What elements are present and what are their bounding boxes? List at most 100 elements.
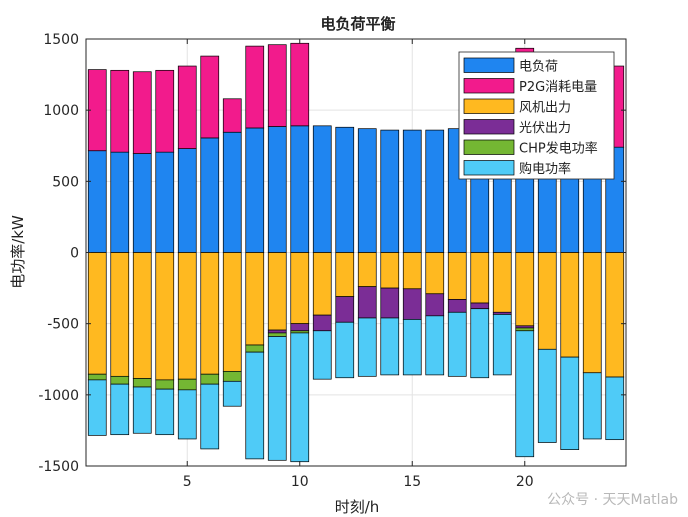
bar-segment [380, 129, 400, 253]
bar-segment [380, 287, 400, 319]
x-axis-label: 时刻/h [335, 498, 380, 516]
bar-segment [87, 379, 107, 436]
legend-label: P2G消耗电量 [519, 80, 597, 95]
bar-segment [357, 286, 377, 319]
bar-segment [470, 308, 490, 379]
bar-segment [200, 373, 220, 385]
y-tick-label: -1500 [38, 459, 79, 475]
y-tick-label: -500 [47, 317, 79, 333]
bar-segment [312, 330, 332, 380]
bar-segment [200, 55, 220, 139]
bar-segment [222, 380, 242, 407]
bar-segment [155, 252, 175, 381]
bar-segment [222, 98, 242, 133]
bar-segment [380, 252, 400, 289]
bar-segment [87, 252, 107, 375]
bar-segment [312, 125, 332, 253]
bar-segment [177, 148, 197, 253]
bar-segment [312, 252, 332, 316]
bar-segment [537, 348, 557, 443]
legend-label: 电负荷 [519, 60, 558, 75]
bar-segment [335, 126, 355, 253]
bar-segment [155, 151, 175, 253]
bar-segment [177, 252, 197, 380]
bar-segment [425, 293, 445, 317]
bar-segment [290, 125, 310, 253]
bar-segment [425, 129, 445, 253]
y-tick-label: 1500 [43, 32, 79, 48]
bar-segment [267, 252, 287, 331]
bar-segment [605, 376, 625, 441]
bar-segment [582, 372, 602, 440]
bar-segment [132, 252, 152, 379]
bar-segment [177, 65, 197, 149]
bar-segment [447, 311, 467, 377]
bar-segment [132, 153, 152, 253]
bar-segment [290, 323, 310, 332]
bar-segment [267, 126, 287, 253]
legend-label: 光伏出力 [519, 121, 571, 136]
bar-segment [267, 329, 287, 334]
legend-swatch [463, 57, 515, 73]
bar-segment [110, 383, 130, 436]
bar-segment [335, 296, 355, 323]
y-axis-label: 电功率/kW [9, 215, 27, 289]
bar-segment [155, 388, 175, 436]
bar-segment [132, 378, 152, 388]
watermark: 公众号 · 天天Matlab [547, 492, 678, 508]
x-tick-label: 15 [403, 474, 421, 490]
bar-segment [222, 252, 242, 372]
bar-segment [245, 351, 265, 460]
bar-segment [537, 252, 557, 350]
bar-segment [312, 314, 332, 332]
bar-segment [402, 252, 422, 290]
bar-segment [425, 315, 445, 376]
bar-segment [402, 129, 422, 253]
y-tick-label: 0 [70, 246, 79, 262]
bar-segment [402, 319, 422, 376]
bar-segment [560, 252, 580, 358]
bar-segment [267, 332, 287, 337]
bar-segment [290, 42, 310, 127]
bar-segment [335, 252, 355, 297]
bar-segment [267, 44, 287, 127]
chart-title: 电负荷平衡 [320, 15, 395, 33]
bar-segment [560, 356, 580, 450]
bar-segment [200, 137, 220, 253]
y-tick-label: 500 [52, 174, 79, 190]
x-tick-label: 20 [516, 474, 534, 490]
axes-group: -1500 -1000 -500 0 500 1000 1500 5 10 15 20 [38, 32, 627, 490]
bar-segment [245, 45, 265, 129]
legend-swatch [463, 78, 515, 94]
bar-segment [245, 344, 265, 353]
bar-segment [492, 314, 512, 376]
bar-segment [200, 252, 220, 375]
bar-segment [132, 386, 152, 434]
bar-segment [357, 252, 377, 288]
bar-segment [605, 252, 625, 378]
legend-label: 风机出力 [519, 101, 571, 116]
bar-segment [402, 288, 422, 320]
legend-swatch [463, 139, 515, 155]
bar-segment [447, 299, 467, 313]
bar-segment [155, 69, 175, 153]
bar-segment [335, 321, 355, 379]
bar-segment [245, 252, 265, 346]
bar-segment [267, 336, 287, 461]
x-tick-label: 5 [183, 474, 192, 490]
y-tick-label: 1000 [43, 103, 79, 119]
bar-segment [447, 252, 467, 300]
bar-segment [515, 327, 535, 332]
bar-segment [87, 150, 107, 253]
legend-swatch [463, 160, 515, 176]
bar-segment [177, 378, 197, 391]
bar-segment [87, 373, 107, 381]
bar-segment [110, 375, 130, 385]
bar-segment [222, 370, 242, 382]
x-tick-label: 10 [291, 474, 309, 490]
bar-segment [470, 302, 490, 310]
bar-segment [582, 252, 602, 374]
bar-segment [245, 127, 265, 253]
